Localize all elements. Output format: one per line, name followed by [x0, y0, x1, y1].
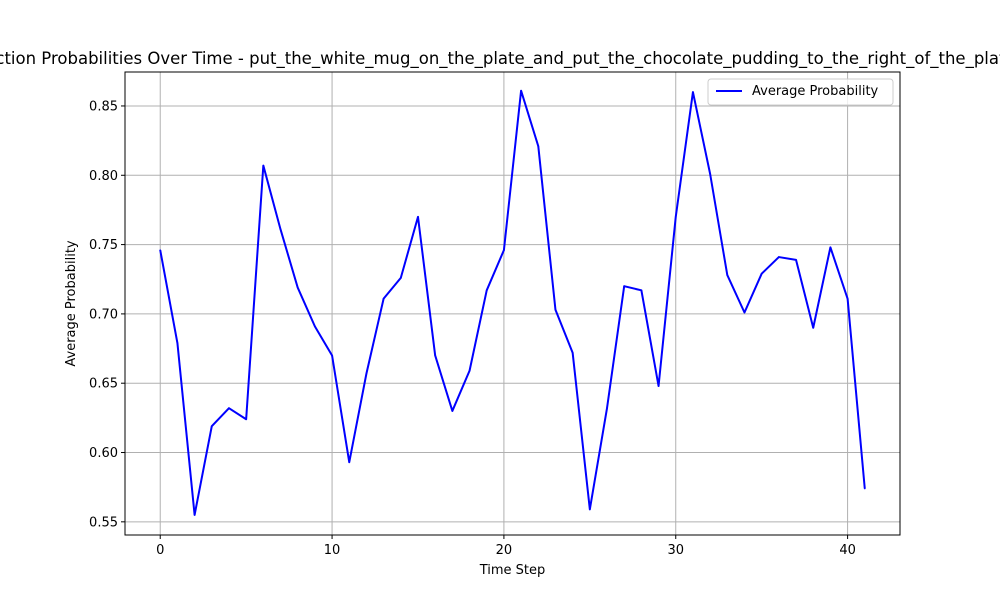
- y-axis-label: Average Probability: [64, 240, 79, 367]
- x-tick-label: 40: [839, 543, 856, 558]
- data-point: [176, 342, 179, 344]
- data-point: [726, 274, 729, 276]
- data-point: [503, 249, 505, 251]
- data-point: [589, 508, 591, 511]
- data-point: [348, 461, 351, 464]
- data-point: [296, 286, 299, 289]
- x-tick-label: 0: [156, 543, 164, 558]
- data-point: [331, 354, 333, 357]
- data-point: [657, 385, 660, 387]
- data-point: [468, 369, 471, 372]
- y-tick-label: 0.55: [89, 515, 118, 530]
- data-point: [606, 407, 608, 409]
- data-point: [434, 354, 436, 357]
- y-tick-label: 0.65: [89, 377, 118, 392]
- x-axis-ticks: 0 10 20 30 40: [156, 535, 856, 558]
- series-layer: [159, 89, 866, 516]
- data-point: [262, 164, 265, 167]
- data-point: [795, 259, 797, 261]
- data-point: [829, 246, 832, 249]
- data-point: [571, 351, 574, 354]
- x-tick-label: 20: [496, 543, 513, 558]
- data-point: [812, 326, 815, 329]
- data-point: [674, 216, 677, 218]
- data-point: [846, 297, 849, 300]
- series-line: [159, 89, 866, 516]
- data-point: [417, 216, 419, 218]
- y-tick-label: 0.60: [89, 446, 118, 461]
- data-point: [228, 407, 230, 409]
- y-axis-ticks: 0.55 0.60 0.65 0.70 0.75 0.80 0.85: [89, 99, 125, 530]
- chart-title: Action Probabilities Over Time - put_the…: [0, 49, 1000, 69]
- data-point: [863, 487, 866, 490]
- x-tick-label: 10: [324, 543, 341, 558]
- data-point: [159, 249, 162, 251]
- data-point: [365, 372, 368, 375]
- data-point: [709, 173, 711, 175]
- data-point: [451, 410, 454, 412]
- y-tick-label: 0.80: [89, 169, 118, 184]
- x-tick-label: 30: [667, 543, 684, 558]
- legend-label: Average Probability: [752, 84, 879, 99]
- data-point: [520, 89, 522, 92]
- plot-frame: [124, 71, 901, 536]
- y-tick-label: 0.75: [89, 238, 118, 253]
- y-tick-label: 0.70: [89, 307, 118, 322]
- data-point: [210, 425, 213, 427]
- data-point: [245, 418, 247, 421]
- data-point: [778, 256, 780, 258]
- data-point: [554, 308, 557, 311]
- data-point: [279, 228, 282, 231]
- data-point: [623, 285, 625, 287]
- y-tick-label: 0.85: [89, 99, 118, 114]
- data-point: [743, 311, 746, 314]
- x-axis-label: Time Step: [479, 563, 546, 578]
- data-point: [537, 145, 540, 147]
- legend: Average Probability: [707, 78, 894, 106]
- data-point: [314, 325, 316, 328]
- data-point: [193, 514, 196, 516]
- legend-box: [707, 78, 894, 106]
- data-point: [640, 289, 643, 292]
- data-point: [760, 272, 763, 275]
- data-point: [400, 277, 402, 279]
- data-point: [485, 289, 488, 292]
- data-point: [692, 91, 694, 93]
- data-point: [382, 297, 385, 300]
